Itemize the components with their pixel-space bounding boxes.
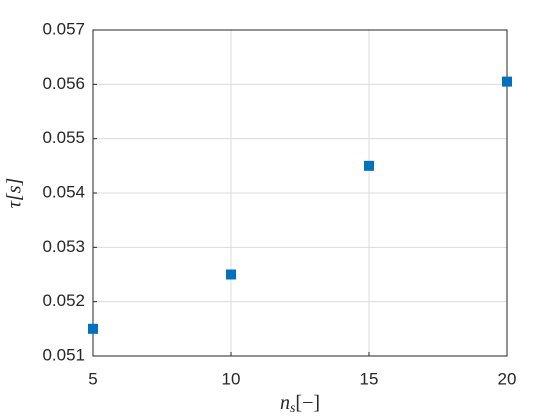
y-axis-label: τ[s] — [4, 178, 26, 209]
y-tick-label: 0.057 — [42, 19, 85, 38]
x-tick-label: 15 — [360, 369, 379, 388]
y-tick-label: 0.056 — [42, 74, 85, 93]
marker — [364, 160, 374, 171]
marker — [502, 76, 512, 87]
y-tick-label: 0.053 — [42, 237, 85, 256]
x-label-unit: [−] — [295, 392, 320, 414]
x-tick-label: 10 — [222, 369, 241, 388]
x-tick-label: 20 — [498, 369, 517, 388]
marker — [226, 269, 236, 280]
y-tick-label: 0.055 — [42, 128, 85, 147]
y-tick-label: 0.051 — [42, 345, 85, 364]
axes-box — [92, 29, 508, 357]
y-tick-label: 0.054 — [42, 182, 85, 201]
y-tick-label: 0.052 — [42, 291, 85, 310]
x-axis-label: ns[−] — [280, 392, 320, 417]
marker — [88, 323, 98, 334]
x-label-subscript: s — [290, 401, 296, 416]
x-label-base: n — [280, 392, 290, 414]
x-tick-label: 5 — [88, 369, 97, 388]
